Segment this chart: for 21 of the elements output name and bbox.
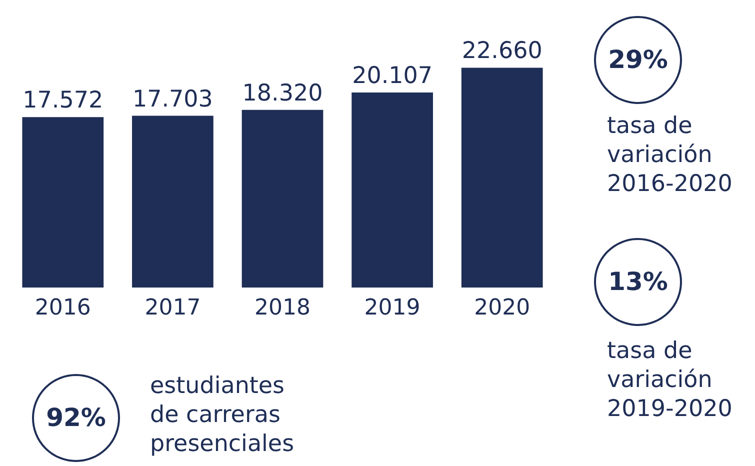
data-label: 18.320 <box>242 80 323 106</box>
bar <box>242 110 324 288</box>
x-tick-label: 2017 <box>144 296 201 321</box>
text: tasa de variación 2019-2020 <box>607 337 732 424</box>
text: estudiantes de carreras presenciales <box>150 372 294 459</box>
data-label: 17.572 <box>22 88 104 114</box>
x-tick-label: 2018 <box>254 296 310 321</box>
text: 13% <box>607 267 669 297</box>
x-tick-label: 2016 <box>34 296 91 321</box>
bar <box>22 117 104 288</box>
x-tick-label: 2019 <box>364 296 420 321</box>
x-tick-label: 2020 <box>474 296 530 321</box>
bar <box>132 116 214 288</box>
bar <box>461 68 543 288</box>
data-label: 22.660 <box>462 38 542 64</box>
text: 92% <box>45 403 107 433</box>
data-label: 20.107 <box>352 62 433 89</box>
text: 29% <box>607 45 669 75</box>
bar <box>352 92 433 288</box>
data-label: 17.703 <box>132 86 213 112</box>
text: tasa de variación 2016-2020 <box>607 112 732 199</box>
